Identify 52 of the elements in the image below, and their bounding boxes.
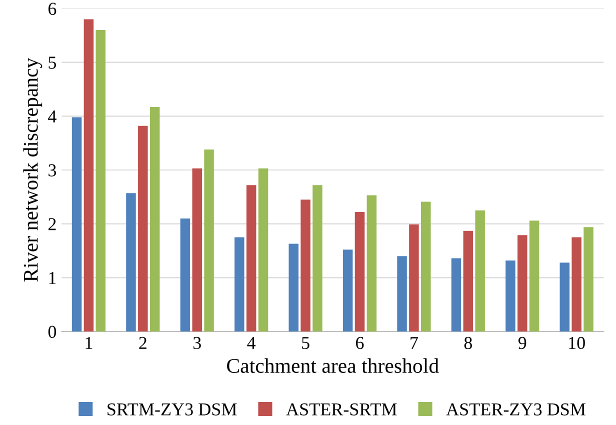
bar [517, 235, 528, 332]
y-tick-label: 0 [48, 326, 56, 338]
bar [300, 200, 310, 332]
bar [421, 202, 431, 332]
x-tick-label: 5 [302, 337, 310, 350]
bar [463, 230, 474, 332]
x-tick-label: 8 [464, 336, 472, 350]
bar [366, 195, 377, 332]
x-tick-label: 3 [193, 336, 201, 350]
bar [354, 212, 365, 332]
y-tick-label: 6 [48, 2, 56, 15]
y-tick-label: 2 [48, 218, 56, 230]
x-tick-label: 2 [139, 336, 146, 349]
y-tick-label: 3 [48, 164, 56, 176]
bar [192, 168, 202, 332]
y-tick-label: 5 [48, 56, 56, 69]
bar [288, 244, 298, 332]
y-tick-label: 1 [49, 272, 56, 284]
bar [126, 193, 136, 332]
bar [584, 227, 594, 332]
x-tick-label: 10 [569, 336, 585, 350]
bar [204, 150, 214, 332]
x-tick-label: 9 [518, 336, 526, 350]
x-tick-label: 1 [86, 336, 92, 349]
bar [560, 262, 570, 332]
bar [258, 168, 268, 332]
bar [234, 237, 244, 332]
bar [397, 256, 407, 332]
y-axis-title: River network discrepancy [23, 58, 42, 282]
bar [150, 107, 160, 332]
x-axis-title: Catchment area threshold [227, 358, 439, 373]
bar [312, 185, 322, 332]
bar [180, 218, 190, 332]
legend-label: SRTM-ZY3 DSM [108, 403, 237, 416]
bar [138, 126, 148, 332]
bar [475, 210, 485, 332]
bar [529, 220, 540, 332]
bar [246, 185, 256, 332]
bar [96, 30, 106, 332]
bar [342, 250, 353, 332]
bar [572, 237, 582, 332]
x-tick-label: 4 [247, 337, 256, 349]
bar [506, 260, 516, 332]
legend-label: ASTER-ZY3 DSM [446, 403, 586, 416]
bar [72, 117, 82, 332]
x-tick-label: 7 [410, 337, 418, 349]
bar [451, 258, 462, 332]
x-tick-label: 6 [356, 336, 364, 350]
bar [409, 224, 419, 332]
legend-label: ASTER-SRTM [286, 403, 397, 416]
y-tick-label: 4 [48, 110, 56, 122]
bar [84, 19, 94, 332]
